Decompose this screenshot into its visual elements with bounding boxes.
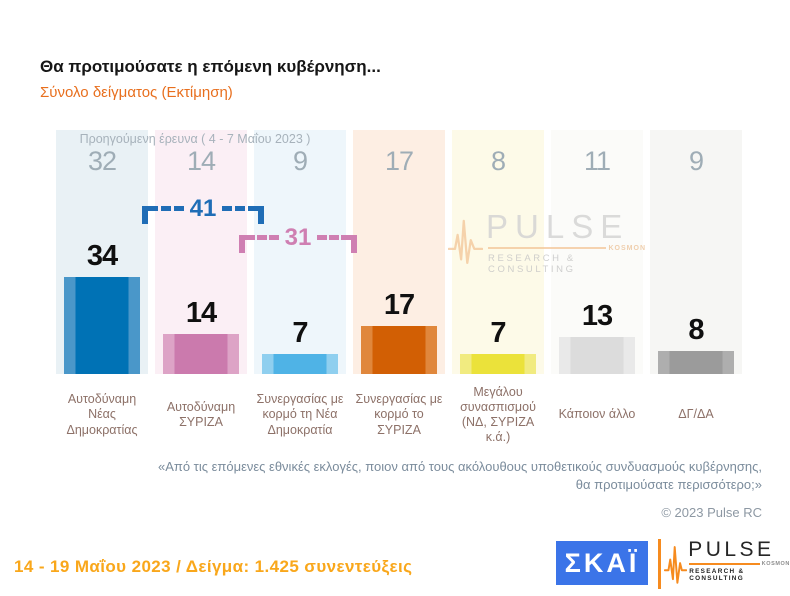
category-label: Αυτοδύναμη Νέας Δημοκρατίας bbox=[66, 392, 138, 437]
bracket-label: 31 bbox=[284, 224, 312, 251]
bracket-dash bbox=[245, 235, 279, 240]
sum-bracket-nd: 41 bbox=[142, 197, 265, 224]
pulse-waveform-icon bbox=[448, 219, 484, 265]
pulse-brand: PULSE bbox=[688, 538, 775, 561]
chart-column: 9 8 bbox=[650, 130, 742, 374]
category-label: Συνεργασίας με κορμό το ΣΥΡΙΖΑ bbox=[355, 392, 443, 437]
category-label: ΔΓ/ΔΑ bbox=[678, 407, 714, 422]
bracket-dash bbox=[317, 235, 352, 240]
previous-value: 32 bbox=[87, 146, 117, 176]
chart-column: 17 17 bbox=[353, 130, 445, 374]
bar bbox=[361, 326, 437, 374]
chart-column: 14 14 bbox=[155, 130, 247, 374]
pulse-logo: PULSE KOSMON RESEARCH & CONSULTING bbox=[664, 539, 790, 589]
chart-column: 9 7 bbox=[254, 130, 346, 374]
bracket-tick bbox=[239, 235, 245, 253]
bar-chart: Προηγούμενη έρευνα ( 4 - 7 Μαΐου 2023 ) … bbox=[56, 130, 742, 374]
pulse-small-text: KOSMON bbox=[761, 561, 790, 567]
previous-value: 14 bbox=[186, 146, 216, 176]
rule-line bbox=[488, 247, 606, 249]
bar-value-label: 7 bbox=[490, 317, 506, 350]
logo-divider bbox=[658, 539, 661, 589]
bar bbox=[460, 354, 536, 374]
previous-value: 17 bbox=[384, 146, 414, 176]
previous-value: 11 bbox=[583, 146, 611, 176]
watermark-brand: PULSE bbox=[486, 208, 630, 245]
pulse-tagline: RESEARCH & CONSULTING bbox=[689, 568, 745, 582]
page-subtitle: Σύνολο δείγματος (Εκτίμηση) bbox=[40, 84, 233, 101]
pulse-rule: KOSMON bbox=[689, 561, 790, 567]
skai-logo: ΣΚΑΪ bbox=[556, 541, 648, 585]
previous-value: 9 bbox=[688, 146, 704, 176]
pulse-watermark: PULSE KOSMON RESEARCH & CONSULTING bbox=[448, 210, 646, 275]
bar bbox=[559, 337, 635, 374]
chart-column: 11 13 bbox=[551, 130, 643, 374]
bracket-label: 41 bbox=[189, 195, 217, 222]
category-label: Αυτοδύναμη ΣΥΡΙΖΑ bbox=[166, 399, 236, 429]
chart-columns: 32 34 14 14 9 7 17 17 8 7 bbox=[56, 130, 742, 374]
bar bbox=[64, 277, 140, 374]
pulse-waveform-icon bbox=[664, 546, 688, 584]
fieldwork-info: 14 - 19 Μαΐου 2023 / Δείγμα: 1.425 συνεν… bbox=[14, 557, 413, 576]
bar-value-label: 14 bbox=[185, 297, 217, 330]
category-label: Μεγάλου συνασπισμού (ΝΔ, ΣΥΡΙΖΑ κ.ά.) bbox=[460, 384, 536, 445]
previous-survey-note: Προηγούμενη έρευνα ( 4 - 7 Μαΐου 2023 ) bbox=[79, 132, 311, 146]
page-title: Θα προτιμούσατε η επόμενη κυβέρνηση... bbox=[40, 57, 381, 76]
bracket-tick bbox=[351, 235, 358, 253]
bar bbox=[262, 354, 338, 374]
bracket-tick bbox=[258, 206, 265, 224]
bar-value-label: 34 bbox=[86, 240, 118, 273]
pulse-logo-text: PULSE KOSMON RESEARCH & CONSULTING bbox=[688, 539, 790, 589]
rule-line bbox=[689, 563, 760, 565]
bar bbox=[658, 351, 734, 374]
previous-value: 8 bbox=[490, 146, 506, 176]
watermark-text: PULSE KOSMON RESEARCH & CONSULTING bbox=[486, 210, 646, 275]
bracket-tick bbox=[142, 206, 148, 224]
sum-bracket-syriza: 31 bbox=[239, 226, 358, 253]
bar bbox=[163, 334, 239, 374]
category-label: Κάποιον άλλο bbox=[558, 407, 636, 422]
bracket-dash bbox=[222, 206, 259, 211]
watermark-small-text: KOSMON bbox=[608, 244, 646, 252]
survey-question: «Από τις επόμενες εθνικές εκλογές, ποιον… bbox=[157, 459, 762, 492]
bracket-dash bbox=[148, 206, 184, 211]
bar-value-label: 13 bbox=[581, 300, 613, 333]
chart-column: 32 34 bbox=[56, 130, 148, 374]
bar-value-label: 7 bbox=[292, 317, 308, 350]
watermark-tagline: RESEARCH & CONSULTING bbox=[488, 253, 576, 275]
bar-value-label: 17 bbox=[383, 289, 415, 322]
category-label: Συνεργασίας με κορμό τη Νέα Δημοκρατία bbox=[256, 392, 344, 437]
copyright: © 2023 Pulse RC bbox=[661, 505, 762, 520]
bar-value-label: 8 bbox=[688, 314, 704, 347]
category-labels: Αυτοδύναμη Νέας Δημοκρατίας Αυτοδύναμη Σ… bbox=[56, 384, 742, 445]
watermark-rule: KOSMON bbox=[488, 244, 646, 252]
previous-value: 9 bbox=[292, 146, 308, 176]
